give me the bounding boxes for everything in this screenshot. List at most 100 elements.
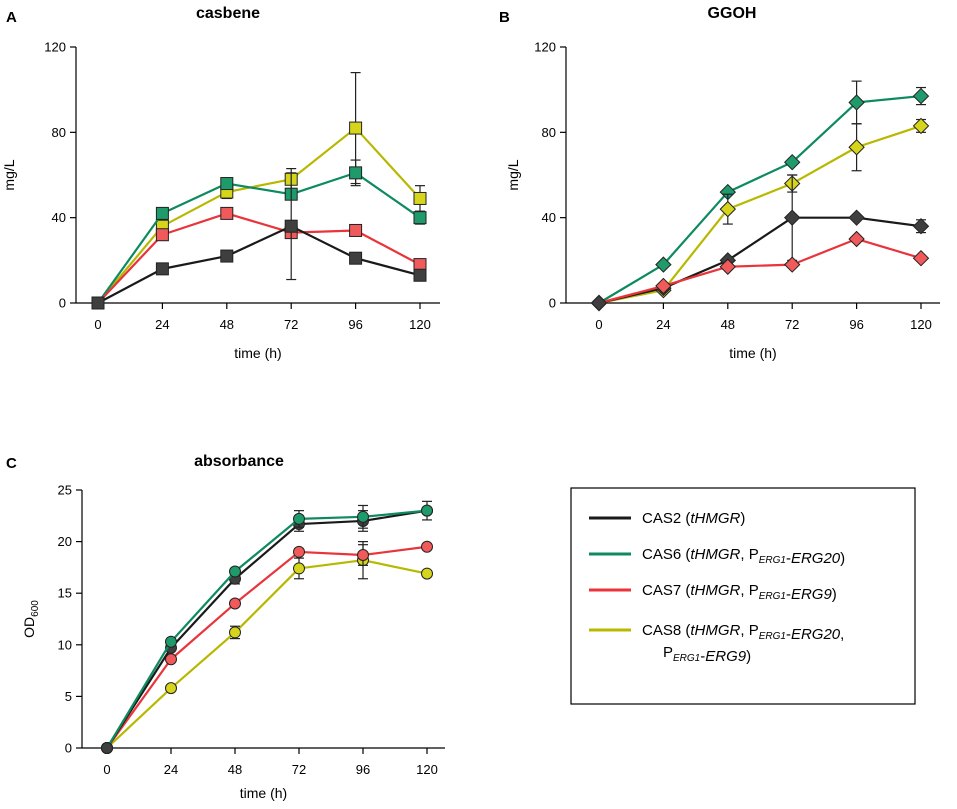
chart-a-cas6-line bbox=[97, 171, 421, 304]
chart-b-cas7-line bbox=[598, 237, 922, 305]
chart-b-series-cas8 bbox=[590, 117, 930, 312]
legend-label-cas2: CAS2 (tHMGR) bbox=[642, 510, 745, 527]
chart-b-cas6-line bbox=[598, 94, 922, 304]
chart-b-y-tick-label: 120 bbox=[534, 40, 556, 55]
chart-c-cas7-point bbox=[357, 549, 369, 562]
chart-c-y-tick-label: 20 bbox=[58, 534, 72, 549]
chart-b-x-tick-label: 120 bbox=[910, 317, 932, 332]
chart-a-y-tick-label: 120 bbox=[44, 40, 66, 55]
chart-b-cas8-line bbox=[598, 124, 922, 305]
chart-b-cas7-point bbox=[912, 249, 930, 267]
chart-b-cas7-point bbox=[655, 277, 672, 295]
chart-a-series-cas8 bbox=[91, 71, 427, 310]
chart-c-series-cas2 bbox=[101, 500, 433, 754]
chart-b-cas7-point bbox=[783, 256, 801, 273]
chart-a-x-tick-label: 96 bbox=[348, 317, 362, 332]
chart-c-x-axis-label: time (h) bbox=[240, 785, 287, 801]
legend-label-cas8: PERG1-ERG9) bbox=[663, 644, 751, 665]
chart-a-cas7-line bbox=[97, 212, 421, 304]
chart-c-x-tick-label: 120 bbox=[416, 762, 438, 777]
chart-c-cas8-point bbox=[229, 626, 241, 639]
chart-a-cas7-point bbox=[220, 206, 234, 220]
chart-c-series-cas7 bbox=[101, 540, 433, 754]
chart-a-x-tick-label: 48 bbox=[220, 317, 234, 332]
chart-a-cas6-point bbox=[413, 211, 427, 225]
chart-a-series-cas6 bbox=[91, 159, 427, 310]
legend-label-cas8: CAS8 (tHMGR, PERG1-ERG20, bbox=[642, 622, 844, 643]
chart-a-cas7-point bbox=[155, 228, 169, 242]
chart-a-cas8-point bbox=[413, 191, 427, 205]
chart-b-y-axis-label: mg/L bbox=[505, 159, 521, 190]
chart-c-cas6-line bbox=[106, 509, 428, 749]
chart-c-y-axis-label: OD600 bbox=[21, 600, 41, 638]
chart-a-cas6-point bbox=[349, 166, 363, 180]
chart-b-y-tick-label: 80 bbox=[542, 125, 556, 140]
chart-c-cas6-point bbox=[165, 635, 177, 648]
chart-a-cas6-point bbox=[220, 177, 234, 191]
chart-c-cas7-point bbox=[421, 540, 433, 553]
chart-b-cas2-point bbox=[848, 209, 865, 226]
panel-letter-b: B bbox=[499, 9, 510, 26]
chart-b-cas8-point bbox=[719, 200, 737, 218]
chart-b-cas8-point bbox=[912, 117, 930, 135]
chart-b-title: GGOH bbox=[708, 5, 757, 22]
chart-b-cas7-point bbox=[719, 258, 737, 275]
chart-c-cas8-point bbox=[293, 562, 305, 575]
chart-b-x-tick-label: 48 bbox=[721, 317, 735, 332]
chart-a-x-tick-label: 0 bbox=[94, 317, 101, 332]
chart-c-y-tick-label: 10 bbox=[58, 637, 72, 652]
chart-a-x-tick-label: 72 bbox=[284, 317, 298, 332]
chart-a-cas2-point bbox=[91, 296, 105, 310]
legend-item-cas6: CAS6 (tHMGR, PERG1-ERG20) bbox=[589, 546, 845, 567]
legend-item-cas8: CAS8 (tHMGR, PERG1-ERG20,PERG1-ERG9) bbox=[589, 622, 844, 665]
chart-c-y-tick-label: 15 bbox=[58, 586, 72, 601]
chart-c-cas7-point bbox=[229, 597, 241, 610]
chart-c-x-tick-label: 96 bbox=[356, 762, 370, 777]
chart-b-x-tick-label: 0 bbox=[595, 317, 602, 332]
chart-c-series-cas8 bbox=[101, 540, 433, 754]
chart-b-series-cas7 bbox=[590, 230, 930, 312]
chart-a-series-cas7 bbox=[91, 206, 427, 310]
chart-a-cas2-point bbox=[220, 249, 234, 263]
chart-b-cas7-point bbox=[848, 230, 865, 248]
legend-label-cas6: CAS6 (tHMGR, PERG1-ERG20) bbox=[642, 546, 845, 567]
panel-letter-a: A bbox=[6, 9, 17, 26]
chart-a-x-tick-label: 120 bbox=[409, 317, 431, 332]
chart-c-y-tick-label: 5 bbox=[65, 689, 72, 704]
legend-item-cas7: CAS7 (tHMGR, PERG1-ERG9) bbox=[589, 582, 837, 603]
chart-a-cas2-point bbox=[284, 219, 298, 233]
chart-b-y-tick-label: 0 bbox=[549, 296, 556, 311]
chart-b-series-cas2 bbox=[590, 174, 930, 312]
chart-a-y-axis-label: mg/L bbox=[1, 159, 17, 190]
chart-a-y-tick-label: 80 bbox=[52, 125, 66, 140]
chart-b-cas8-point bbox=[848, 139, 865, 156]
chart-b-x-tick-label: 24 bbox=[656, 317, 670, 332]
chart-b-cas6-point bbox=[848, 94, 865, 111]
chart-c-y-axis-label-sub: 600 bbox=[30, 600, 41, 617]
chart-c-cas6-point bbox=[229, 565, 241, 578]
legend-box bbox=[570, 487, 916, 705]
chart-b-x-tick-label: 72 bbox=[785, 317, 799, 332]
chart-a-cas2-point bbox=[155, 262, 169, 276]
chart-absorbance: absorbance 0 5 10 15 20 25 0 24 48 72 96 120 time (h)… bbox=[21, 453, 445, 801]
chart-c-cas8-point bbox=[165, 682, 177, 695]
chart-c-cas6-point bbox=[421, 504, 433, 517]
chart-b-cas2-point bbox=[783, 209, 801, 226]
chart-c-cas6-point bbox=[101, 742, 113, 754]
chart-a-cas2-line bbox=[97, 225, 421, 304]
chart-a-cas8-line bbox=[97, 126, 421, 304]
chart-c-cas2-line bbox=[106, 509, 428, 749]
chart-a-y-tick-label: 0 bbox=[59, 296, 66, 311]
chart-a-series-cas2 bbox=[91, 172, 427, 310]
chart-b-cas2-line bbox=[598, 216, 922, 305]
chart-b-cas2-point bbox=[912, 217, 930, 235]
chart-c-x-tick-label: 0 bbox=[103, 762, 110, 777]
chart-b-y-tick-label: 40 bbox=[542, 210, 556, 225]
chart-a-x-tick-label: 24 bbox=[155, 317, 169, 332]
chart-b-x-tick-label: 96 bbox=[849, 317, 863, 332]
legend: CAS2 (tHMGR) CAS6 (tHMGR, PERG1-ERG20) CAS… bbox=[570, 487, 916, 705]
chart-ggoh: GGOH 0 40 80 120 0 24 48 72 96 120 time (h) mg/L bbox=[505, 5, 940, 361]
chart-c-series-cas6 bbox=[101, 504, 433, 754]
chart-a-cas6-point bbox=[155, 206, 169, 220]
